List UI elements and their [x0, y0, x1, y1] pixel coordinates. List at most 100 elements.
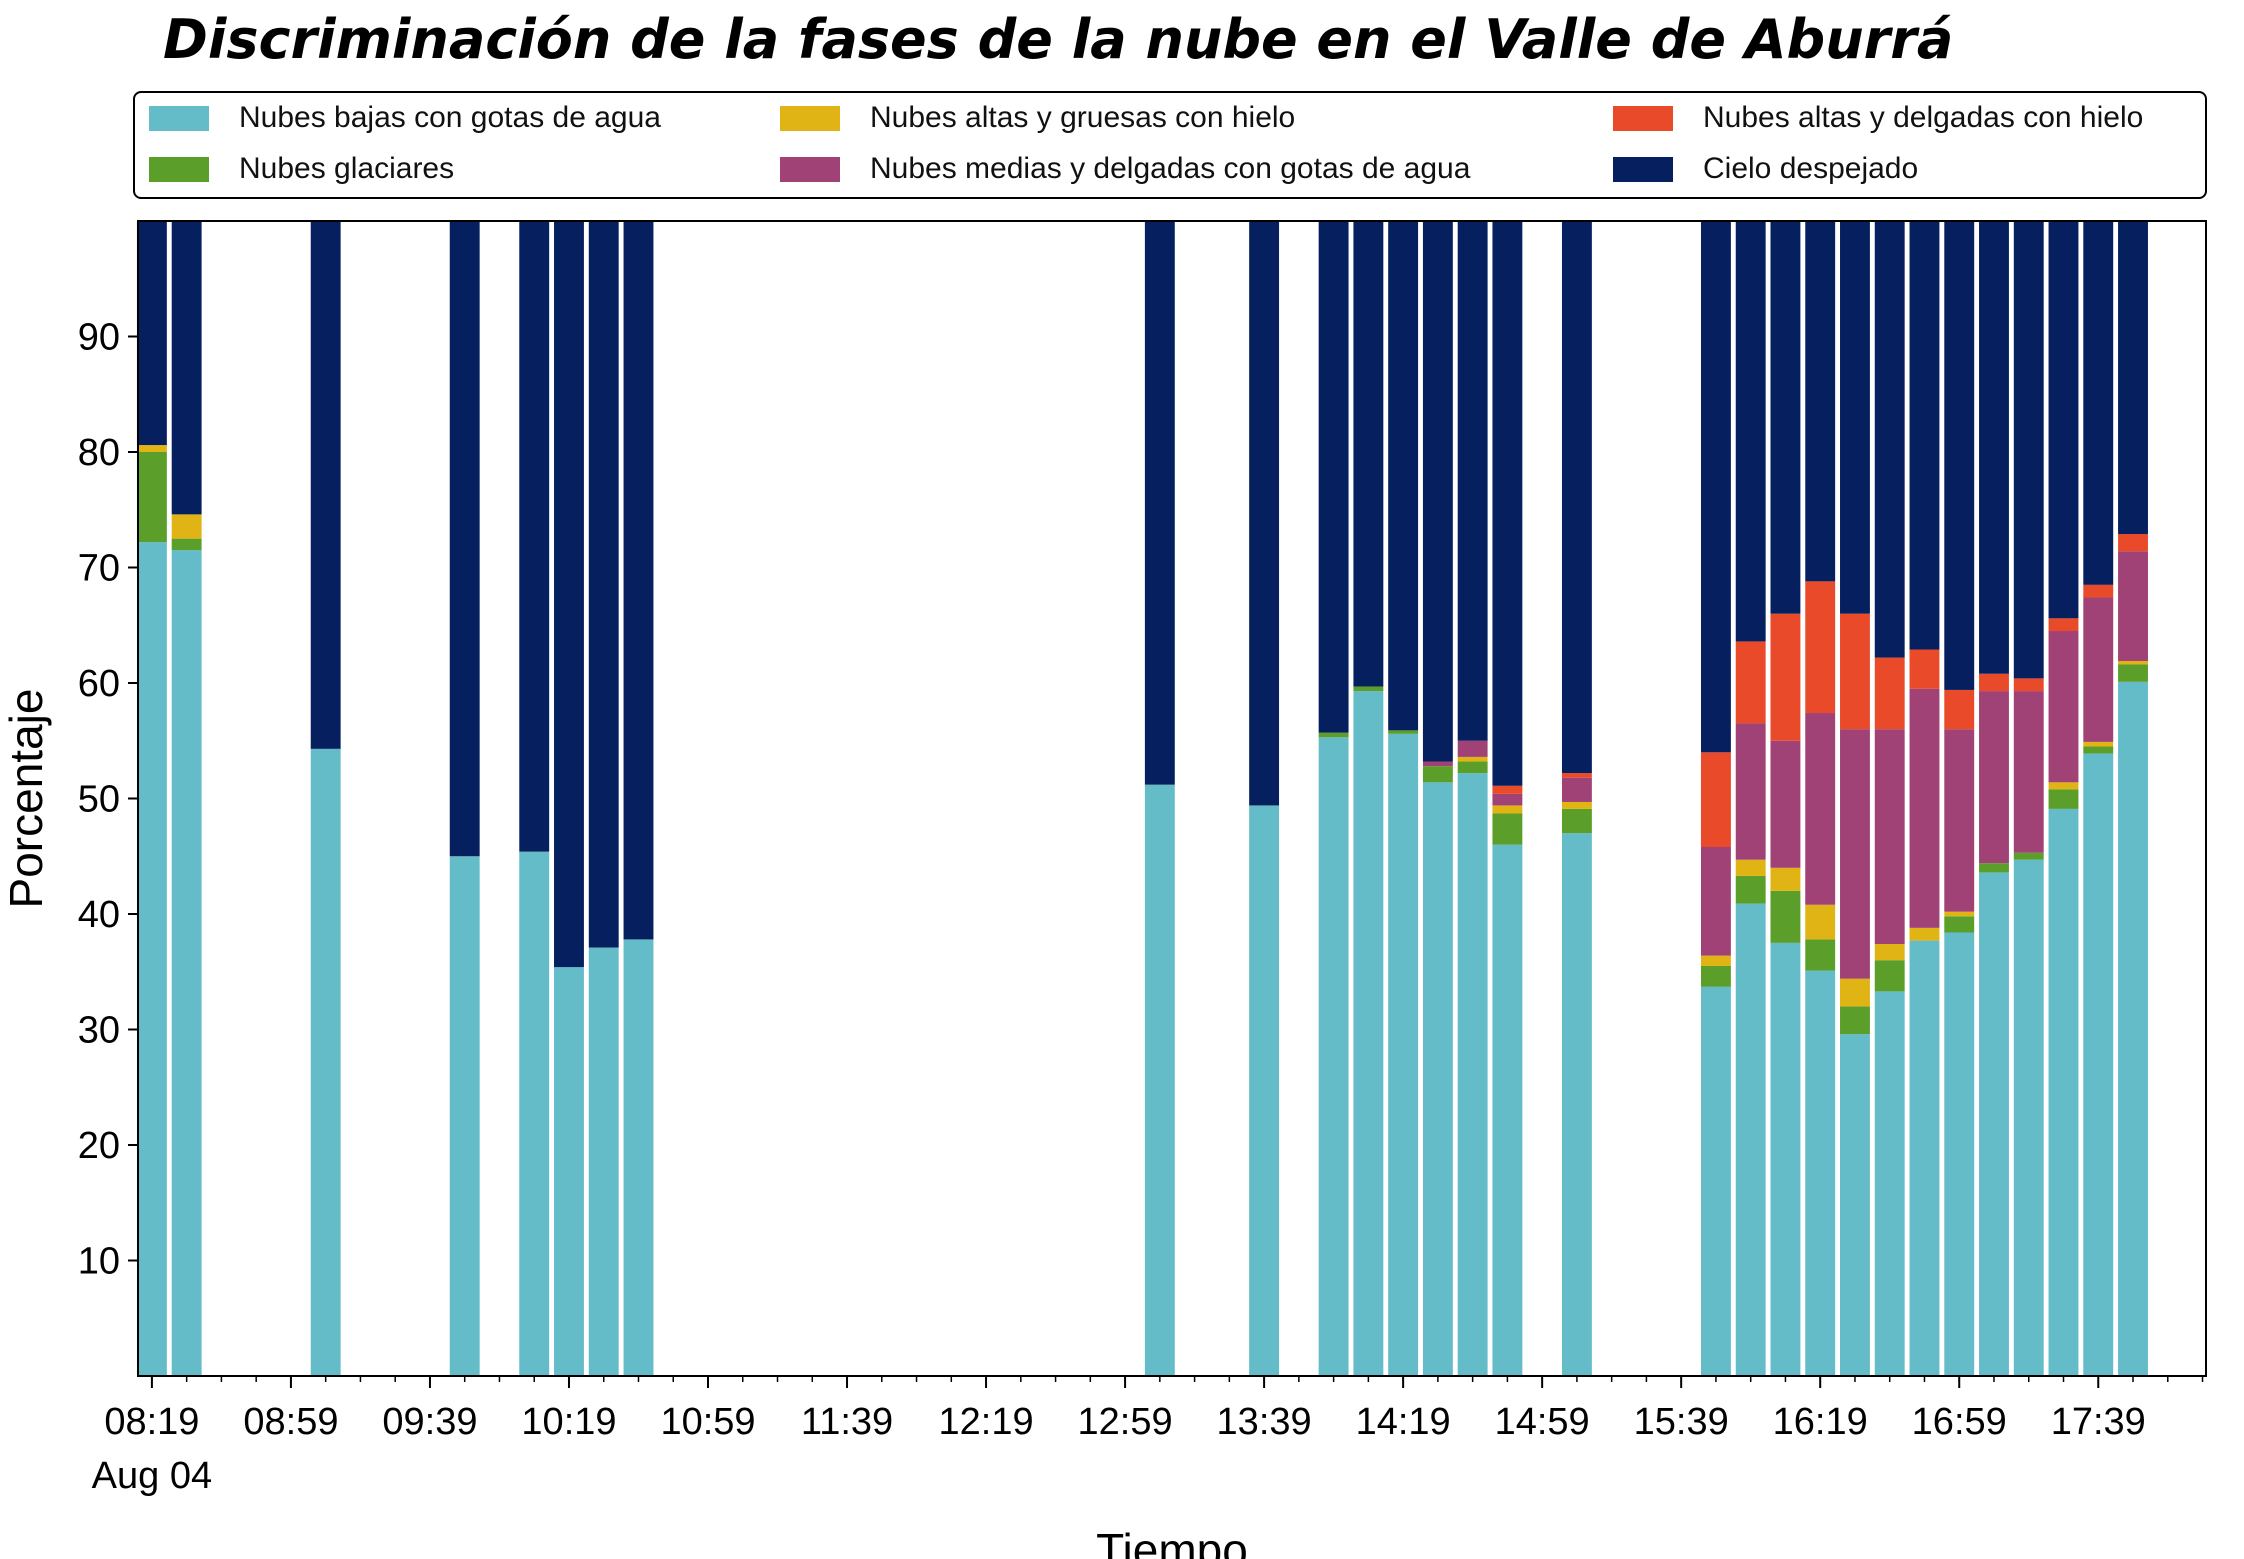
bar-cielo-despejado-1339 [1249, 221, 1280, 806]
bar-nubes-glaciares-0829 [171, 538, 202, 551]
bar-nubes-medias-y-delgadas-con-gotas-de-agua-1439 [1457, 740, 1488, 757]
bar-cielo-despejado-1639 [1874, 221, 1905, 658]
legend-label-nubes-altas-gruesas: Nubes altas y gruesas con hielo [870, 101, 1296, 134]
bar-nubes-medias-y-delgadas-con-gotas-de-agua-1719 [2013, 691, 2044, 853]
bar-nubes-altas-y-gruesas-con-hielo-1509 [1561, 801, 1592, 809]
x-tick-label: 10:59 [660, 1401, 755, 1443]
bar-nubes-bajas-con-gotas-de-agua-1359 [1318, 737, 1349, 1376]
bar-nubes-glaciares-1609 [1770, 890, 1801, 943]
bar-nubes-altas-y-gruesas-con-hielo-1659 [1944, 911, 1975, 917]
bar-nubes-medias-y-delgadas-con-gotas-de-agua-1629 [1840, 729, 1870, 979]
y-tick-label: 30 [78, 1010, 120, 1052]
bar-cielo-despejado-1719 [2013, 221, 2044, 679]
legend-swatch-nubes-glaciares [149, 156, 209, 182]
bar-nubes-altas-y-gruesas-con-hielo-1649 [1909, 927, 1940, 941]
bar-nubes-glaciares-1619 [1805, 939, 1836, 971]
legend-swatch-nubes-altas-gruesas [780, 105, 840, 131]
legend-item-nubes-medias-delgadas: Nubes medias y delgadas con gotas de agu… [780, 149, 1470, 189]
bar-cielo-despejado-1619 [1805, 221, 1836, 582]
bar-nubes-glaciares-1639 [1874, 960, 1905, 992]
bar-nubes-bajas-con-gotas-de-agua-1559 [1735, 903, 1766, 1376]
bar-nubes-bajas-con-gotas-de-agua-1659 [1944, 932, 1975, 1376]
bar-nubes-altas-y-gruesas-con-hielo-1749 [2118, 661, 2148, 665]
y-tick-label: 80 [78, 432, 120, 474]
bar-cielo-despejado-1429 [1422, 221, 1453, 762]
bar-nubes-glaciares-1409 [1353, 686, 1384, 692]
bar-cielo-despejado-1039 [623, 221, 654, 940]
legend-swatch-nubes-altas-delgadas [1613, 105, 1673, 131]
x-tick-label: 10:19 [521, 1401, 616, 1443]
x-tick-label: 09:39 [382, 1401, 477, 1443]
bar-nubes-altas-y-gruesas-con-hielo-0829 [171, 514, 202, 539]
bar-cielo-despejado-1029 [588, 221, 619, 948]
y-tick-label: 20 [78, 1125, 120, 1167]
bar-nubes-altas-y-delgadas-con-hielo-1649 [1909, 649, 1940, 689]
bar-cielo-despejado-1009 [519, 221, 550, 852]
bar-nubes-altas-y-delgadas-con-hielo-1549 [1700, 752, 1731, 848]
bar-nubes-altas-y-delgadas-con-hielo-1749 [2118, 534, 2148, 552]
bar-nubes-medias-y-delgadas-con-gotas-de-agua-1649 [1909, 688, 1940, 928]
x-tick-label: 17:39 [2051, 1401, 2146, 1443]
bar-nubes-bajas-con-gotas-de-agua-1709 [1979, 872, 2009, 1376]
bar-cielo-despejado-1359 [1318, 221, 1349, 733]
bar-nubes-altas-y-gruesas-con-hielo-0819 [136, 445, 167, 452]
bar-nubes-medias-y-delgadas-con-gotas-de-agua-1549 [1700, 847, 1731, 956]
bar-cielo-despejado-1609 [1770, 221, 1801, 614]
bar-nubes-glaciares-1449 [1492, 813, 1523, 845]
bar-nubes-altas-y-delgadas-con-hielo-1619 [1805, 581, 1836, 714]
bar-cielo-despejado-0909 [310, 221, 341, 749]
legend-label-nubes-medias-delgadas: Nubes medias y delgadas con gotas de agu… [870, 152, 1471, 185]
bar-nubes-altas-y-gruesas-con-hielo-1559 [1735, 859, 1766, 876]
bar-nubes-altas-y-delgadas-con-hielo-1659 [1944, 689, 1975, 730]
bar-nubes-bajas-con-gotas-de-agua-1449 [1492, 844, 1523, 1376]
y-tick-label: 10 [78, 1241, 120, 1283]
legend-label-nubes-altas-delgadas: Nubes altas y delgadas con hielo [1703, 101, 2144, 134]
bar-cielo-despejado-1739 [2083, 221, 2114, 585]
bar-nubes-bajas-con-gotas-de-agua-1609 [1770, 942, 1801, 1377]
y-tick-label: 70 [78, 548, 120, 590]
legend-label-nubes-glaciares: Nubes glaciares [239, 152, 455, 185]
bar-nubes-medias-y-delgadas-con-gotas-de-agua-1559 [1735, 723, 1766, 860]
x-tick-label: 11:39 [801, 1401, 893, 1443]
x-tick-label: 14:19 [1356, 1401, 1451, 1443]
bar-nubes-glaciares-1659 [1944, 916, 1975, 933]
legend: Nubes bajas con gotas de agua Nubes glac… [133, 91, 2207, 199]
x-axis: 08:19 08:59 09:39 10:19 10:59 11:39 12:19 12:59… [104, 1376, 2204, 1443]
legend-swatch-cielo-despejado [1613, 156, 1673, 182]
bar-nubes-altas-y-gruesas-con-hielo-1639 [1874, 944, 1905, 961]
bar-nubes-altas-y-delgadas-con-hielo-1509 [1561, 773, 1592, 778]
bar-cielo-despejado-1549 [1700, 221, 1731, 753]
bar-nubes-bajas-con-gotas-de-agua-1429 [1422, 782, 1453, 1376]
bar-cielo-despejado-1559 [1735, 221, 1766, 642]
bar-cielo-despejado-1419 [1388, 221, 1419, 731]
bar-nubes-altas-y-gruesas-con-hielo-1609 [1770, 867, 1801, 891]
bar-nubes-altas-y-delgadas-con-hielo-1609 [1770, 613, 1801, 741]
bar-nubes-bajas-con-gotas-de-agua-1619 [1805, 970, 1836, 1376]
bar-nubes-bajas-con-gotas-de-agua-1309 [1144, 784, 1175, 1376]
bar-cielo-despejado-1749 [2118, 221, 2148, 534]
bar-nubes-bajas-con-gotas-de-agua-1039 [623, 939, 654, 1376]
bar-nubes-glaciares-0819 [136, 452, 167, 543]
legend-label-cielo-despejado: Cielo despejado [1703, 152, 1919, 185]
bar-nubes-bajas-con-gotas-de-agua-1739 [2083, 753, 2114, 1376]
bar-nubes-altas-y-delgadas-con-hielo-1559 [1735, 641, 1766, 724]
bar-nubes-bajas-con-gotas-de-agua-1009 [519, 851, 550, 1376]
bar-nubes-medias-y-delgadas-con-gotas-de-agua-1639 [1874, 729, 1905, 945]
legend-swatch-nubes-bajas [149, 105, 209, 131]
bar-nubes-glaciares-1429 [1422, 766, 1453, 783]
x-axis-date-label: Aug 04 [92, 1455, 212, 1497]
legend-label-nubes-bajas: Nubes bajas con gotas de agua [239, 101, 661, 134]
bar-nubes-bajas-con-gotas-de-agua-1419 [1388, 733, 1419, 1376]
x-tick-label: 12:59 [1078, 1401, 1173, 1443]
x-tick-label: 12:19 [939, 1401, 1034, 1443]
legend-item-cielo-despejado: Cielo despejado [1613, 149, 1918, 189]
bar-nubes-bajas-con-gotas-de-agua-1339 [1249, 805, 1280, 1376]
bar-cielo-despejado-1649 [1909, 221, 1940, 650]
bar-nubes-bajas-con-gotas-de-agua-1719 [2013, 859, 2044, 1376]
bar-nubes-medias-y-delgadas-con-gotas-de-agua-1659 [1944, 729, 1975, 912]
bar-nubes-altas-y-delgadas-con-hielo-1739 [2083, 584, 2114, 598]
bar-nubes-bajas-con-gotas-de-agua-1509 [1561, 833, 1592, 1376]
bar-nubes-glaciares-1439 [1457, 761, 1488, 774]
bar-nubes-bajas-con-gotas-de-agua-1019 [554, 967, 584, 1376]
x-axis-title: Tiempo [1096, 1524, 1248, 1559]
